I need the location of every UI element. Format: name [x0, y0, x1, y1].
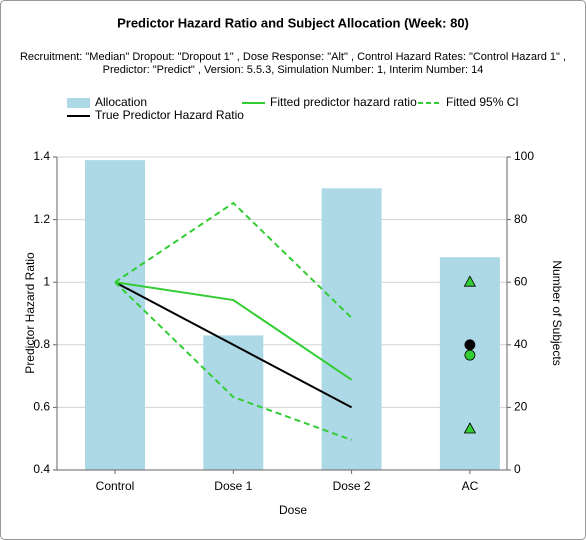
x-tick-label: Dose 1 [214, 479, 252, 493]
y-tick-label: 1.4 [33, 149, 50, 163]
y2-tick-label: 40 [514, 337, 528, 351]
legend-label: True Predictor Hazard Ratio [95, 108, 244, 122]
chart-title: Predictor Hazard Ratio and Subject Alloc… [117, 15, 469, 30]
line [114, 281, 352, 441]
y2-tick-label: 80 [514, 212, 528, 226]
x-axis-label: Dose [279, 503, 307, 517]
y2-axis-label: Number of Subjects [550, 260, 564, 365]
marker-circle [464, 339, 476, 351]
marker-triangle [463, 275, 477, 287]
legend-label: Fitted predictor hazard ratio [270, 95, 417, 109]
y2-tick-label: 20 [514, 400, 528, 414]
y2-tick-label: 60 [514, 274, 528, 288]
legend-label: Allocation [95, 95, 147, 109]
legend-swatch [67, 98, 90, 108]
y-tick-label: 1.2 [33, 212, 50, 226]
y-tick-label: 0.4 [33, 462, 50, 476]
x-tick-label: AC [462, 479, 479, 493]
marker-circle [464, 349, 476, 361]
bar [439, 257, 500, 470]
bar [85, 160, 145, 470]
x-tick-label: Control [96, 479, 135, 493]
marker-triangle [463, 422, 477, 434]
y-tick-label: 0.8 [33, 337, 50, 351]
y-axis-label: Predictor Hazard Ratio [23, 252, 37, 374]
subtitle: Recruitment: "Median" Dropout: "Dropout … [20, 51, 566, 63]
y2-tick-label: 0 [514, 462, 521, 476]
legend-label: Fitted 95% CI [446, 95, 519, 109]
y2-tick-label: 100 [514, 149, 534, 163]
y-tick-label: 1 [43, 274, 50, 288]
subtitle: Predictor: "Predict" , Version: 5.5.3, S… [103, 64, 484, 76]
line [114, 201, 353, 319]
bar [203, 335, 264, 470]
x-tick-label: Dose 2 [333, 479, 371, 493]
y-tick-label: 0.6 [33, 400, 50, 414]
line [114, 281, 353, 381]
bar [321, 188, 382, 471]
line [114, 281, 353, 409]
